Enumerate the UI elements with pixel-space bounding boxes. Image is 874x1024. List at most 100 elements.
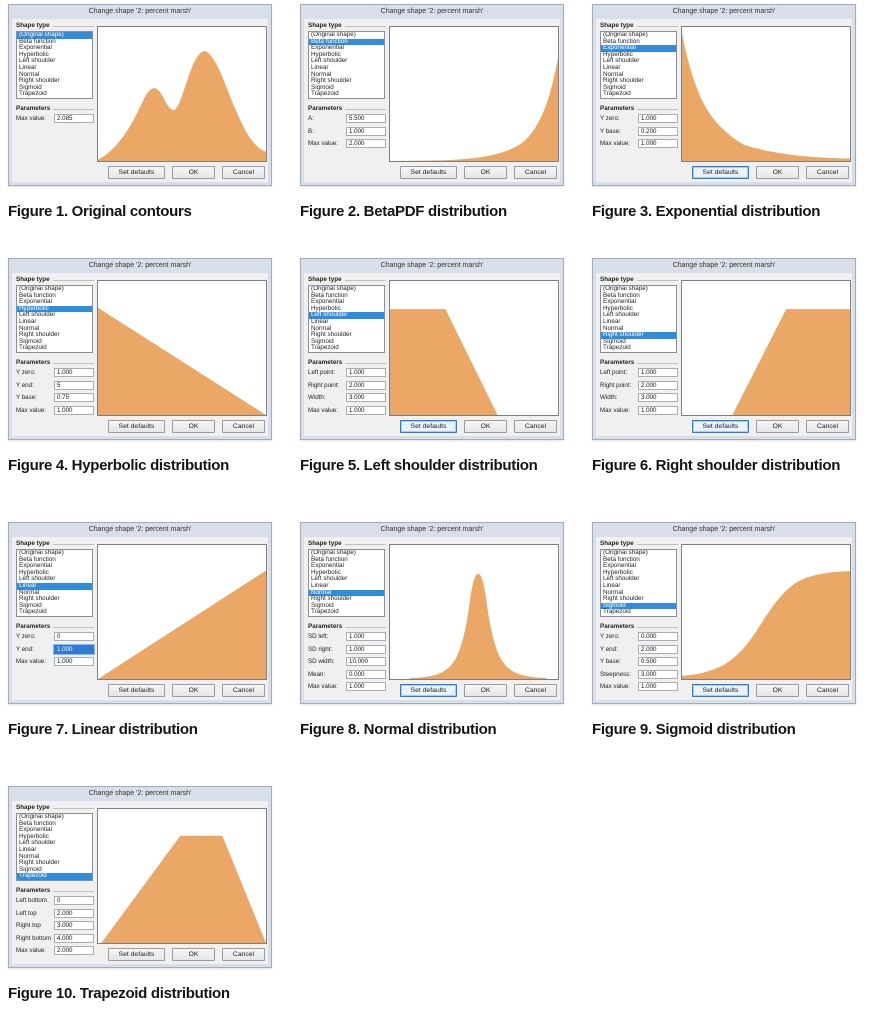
cancel-button[interactable]: Cancel <box>514 684 557 697</box>
param-input[interactable]: 1.000 <box>638 368 678 377</box>
shape-type-option[interactable]: Linear <box>311 581 329 589</box>
shape-type-option[interactable]: Right shoulder <box>311 331 352 339</box>
cancel-button[interactable]: Cancel <box>514 420 557 433</box>
shape-type-option[interactable]: Left shoulder <box>19 57 56 65</box>
shape-type-listbox[interactable]: (Original shape) Beta function Exponential… <box>600 549 677 617</box>
param-input[interactable]: 1.000 <box>346 405 386 415</box>
set-defaults-button[interactable]: Set defaults <box>400 420 457 433</box>
shape-type-option[interactable]: Sigmoid <box>311 601 334 609</box>
shape-type-option[interactable]: Trapezoid <box>603 608 631 616</box>
shape-type-option[interactable]: Sigmoid <box>311 337 334 345</box>
shape-type-option[interactable]: (Original shape) <box>311 549 356 556</box>
param-input[interactable]: 5.500 <box>346 114 386 123</box>
shape-type-option[interactable]: Trapezoid <box>603 344 631 352</box>
shape-type-option[interactable]: Normal <box>19 852 40 860</box>
shape-type-option[interactable]: Trapezoid <box>311 90 339 98</box>
shape-type-option[interactable]: Linear <box>19 317 37 325</box>
shape-type-option[interactable]: Right shoulder <box>19 331 60 339</box>
cancel-button[interactable]: Cancel <box>222 684 265 697</box>
shape-type-option[interactable]: Right shoulder <box>311 77 352 85</box>
shape-type-option[interactable]: Trapezoid <box>19 344 47 352</box>
shape-type-option[interactable]: Left shoulder <box>311 57 348 65</box>
shape-type-option[interactable]: (Original shape) <box>603 549 648 556</box>
param-input[interactable]: 2.000 <box>54 946 94 956</box>
set-defaults-button[interactable]: Set defaults <box>400 166 457 179</box>
ok-button[interactable]: OK <box>172 420 215 433</box>
shape-type-listbox[interactable]: (Original shape) Beta function Exponential… <box>16 31 93 99</box>
param-input[interactable]: 1.000 <box>54 368 94 377</box>
shape-type-option[interactable]: Linear <box>603 317 621 325</box>
param-input[interactable]: 0 <box>54 632 94 641</box>
shape-type-option[interactable]: Hyperbolic <box>17 305 92 313</box>
shape-type-option[interactable]: Exponential <box>603 562 636 570</box>
shape-type-option[interactable]: Left shoulder <box>19 311 56 319</box>
param-input[interactable]: 0.200 <box>638 126 678 136</box>
shape-type-option[interactable]: Sigmoid <box>19 337 42 345</box>
shape-type-option[interactable]: Right shoulder <box>603 77 644 85</box>
set-defaults-button[interactable]: Set defaults <box>692 420 749 433</box>
param-input[interactable]: 1.000 <box>54 644 94 654</box>
param-input[interactable]: 0.000 <box>346 669 386 679</box>
ok-button[interactable]: OK <box>172 166 215 179</box>
set-defaults-button[interactable]: Set defaults <box>692 166 749 179</box>
ok-button[interactable]: OK <box>464 420 507 433</box>
param-input[interactable]: 1.000 <box>638 682 678 692</box>
param-input[interactable]: 2.000 <box>346 139 386 149</box>
shape-type-option[interactable]: Beta function <box>603 291 640 299</box>
shape-type-option[interactable]: Normal <box>19 588 40 596</box>
shape-type-option[interactable]: (Original shape) <box>311 31 356 38</box>
param-input[interactable]: 3.000 <box>346 393 386 403</box>
param-input[interactable]: 1.000 <box>54 405 94 415</box>
shape-type-listbox[interactable]: (Original shape) Beta function Exponential… <box>16 549 93 617</box>
shape-type-option[interactable]: Linear <box>603 63 621 71</box>
param-input[interactable]: 1.000 <box>638 114 678 123</box>
shape-type-option[interactable]: (Original shape) <box>603 285 648 292</box>
param-input[interactable]: 1.000 <box>54 657 94 667</box>
param-input[interactable]: 0.75 <box>54 393 94 403</box>
ok-button[interactable]: OK <box>172 684 215 697</box>
shape-type-option[interactable]: Normal <box>311 70 332 78</box>
shape-type-option[interactable]: (Original shape) <box>17 32 92 39</box>
shape-type-option[interactable]: Beta function <box>19 819 56 827</box>
shape-type-option[interactable]: Trapezoid <box>311 608 339 616</box>
ok-button[interactable]: OK <box>464 684 507 697</box>
set-defaults-button[interactable]: Set defaults <box>400 684 457 697</box>
shape-type-option[interactable]: Hyperbolic <box>311 50 341 58</box>
shape-type-option[interactable]: Beta function <box>603 555 640 563</box>
param-input[interactable]: 2.000 <box>346 380 386 390</box>
set-defaults-button[interactable]: Set defaults <box>108 420 165 433</box>
shape-type-listbox[interactable]: (Original shape) Beta function Exponential… <box>308 549 385 617</box>
param-input[interactable]: 0.500 <box>638 657 678 667</box>
shape-type-option[interactable]: Right shoulder <box>601 332 676 339</box>
shape-type-option[interactable]: Beta function <box>19 291 56 299</box>
cancel-button[interactable]: Cancel <box>514 166 557 179</box>
cancel-button[interactable]: Cancel <box>222 948 265 961</box>
param-input[interactable]: 1.000 <box>346 644 386 654</box>
shape-type-option[interactable]: Normal <box>603 70 624 78</box>
shape-type-option[interactable]: Linear <box>17 582 92 590</box>
shape-type-option[interactable]: Sigmoid <box>19 83 42 91</box>
shape-type-option[interactable]: Left shoulder <box>603 575 640 583</box>
shape-type-option[interactable]: Left shoulder <box>311 575 348 583</box>
param-input[interactable]: 3.000 <box>638 393 678 403</box>
shape-type-option[interactable]: Sigmoid <box>19 601 42 609</box>
param-input[interactable]: 0.000 <box>638 632 678 641</box>
set-defaults-button[interactable]: Set defaults <box>108 166 165 179</box>
shape-type-option[interactable]: Normal <box>309 589 384 597</box>
shape-type-listbox[interactable]: (Original shape) Beta function Exponential… <box>16 285 93 353</box>
shape-type-option[interactable]: Left shoulder <box>19 575 56 583</box>
ok-button[interactable]: OK <box>172 948 215 961</box>
cancel-button[interactable]: Cancel <box>222 166 265 179</box>
param-input[interactable]: 1.000 <box>346 368 386 377</box>
param-input[interactable]: 2.000 <box>54 908 94 918</box>
shape-type-option[interactable]: Beta function <box>309 38 384 46</box>
shape-type-option[interactable]: Right shoulder <box>19 859 60 867</box>
shape-type-option[interactable]: Exponential <box>311 562 344 570</box>
cancel-button[interactable]: Cancel <box>806 684 849 697</box>
shape-type-option[interactable]: Right shoulder <box>311 595 352 603</box>
shape-type-option[interactable]: Sigmoid <box>311 83 334 91</box>
shape-type-option[interactable]: Trapezoid <box>311 344 339 352</box>
param-input[interactable]: 5 <box>54 380 94 390</box>
shape-type-option[interactable]: Exponential <box>19 298 52 306</box>
shape-type-option[interactable]: Linear <box>311 63 329 71</box>
